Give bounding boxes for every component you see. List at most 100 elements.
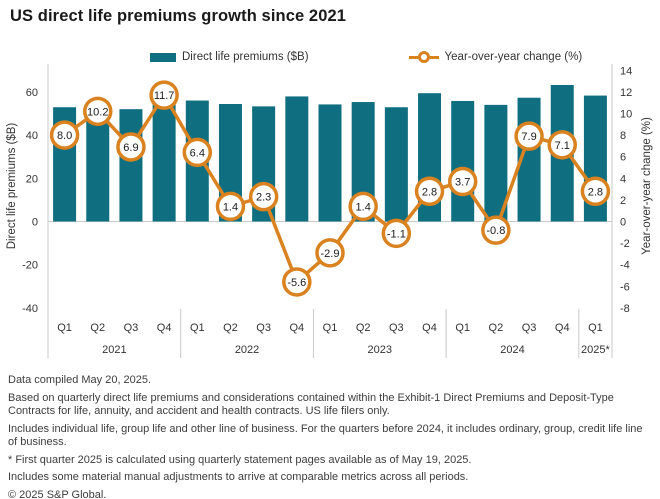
yoy-marker [580, 176, 611, 207]
yoy-marker [315, 238, 345, 268]
chart-legend: Direct life premiums ($B) Year-over-year… [150, 51, 582, 63]
yoy-marker [116, 132, 146, 162]
yoy-data-point: -5.6 [282, 267, 312, 297]
yoy-data-label: 11.7 [154, 90, 175, 102]
yoy-data-label: -0.8 [486, 225, 505, 237]
legend-line-label: Year-over-year change (%) [444, 51, 583, 63]
yoy-data-point: 2.8 [414, 176, 445, 207]
yoy-data-label: 6.4 [190, 147, 205, 159]
left-axis-tick-label: -20 [22, 260, 38, 272]
premium-bar [484, 104, 508, 222]
premium-bar [318, 104, 342, 222]
right-axis-tick-label: 4 [620, 173, 626, 185]
yoy-marker [381, 218, 412, 249]
yoy-marker [248, 181, 279, 212]
yoy-data-label: 2.3 [256, 192, 271, 204]
footnote-line: Includes some material manual adjustment… [8, 471, 469, 483]
yoy-data-label: -1.1 [387, 228, 406, 240]
footnote-line: © 2025 S&P Global. [8, 488, 107, 499]
yoy-data-point: 3.7 [447, 166, 478, 197]
right-axis-tick-label: 2 [620, 195, 626, 207]
yoy-marker [348, 191, 378, 222]
yoy-data-label: 2.8 [588, 186, 603, 198]
left-axis-tick-label: 60 [26, 87, 38, 99]
quarter-label: Q4 [555, 322, 570, 334]
right-axis-tick-label: 12 [620, 87, 632, 99]
right-axis-tick-label: -2 [620, 238, 630, 250]
left-axis-title: Direct life premiums ($B) [6, 123, 18, 250]
quarter-label: Q2 [90, 322, 105, 334]
yoy-data-label: 3.7 [455, 177, 470, 189]
yoy-marker [83, 96, 113, 127]
right-axis-tick-label: -4 [620, 260, 630, 272]
yoy-data-point: -0.8 [481, 215, 511, 245]
yoy-marker [149, 80, 179, 110]
yoy-marker [182, 137, 213, 168]
footnotes: Data compiled May 20, 2025. Based on qua… [8, 374, 654, 499]
year-label: 2021 [102, 344, 126, 356]
yoy-data-label: 10.2 [87, 106, 108, 118]
quarter-label: Q2 [223, 322, 238, 334]
premium-bar [384, 107, 408, 222]
quarter-label: Q2 [489, 322, 504, 334]
legend-bars-label: Direct life premiums ($B) [182, 51, 309, 63]
yoy-data-point: 1.4 [215, 191, 246, 222]
yoy-marker [481, 215, 511, 245]
quarter-label: Q1 [57, 322, 72, 334]
quarter-label: Q1 [588, 322, 603, 334]
left-axis-tick-label: 40 [26, 130, 38, 142]
premium-bar [285, 96, 309, 222]
yoy-marker [414, 176, 445, 207]
footnote-line: * First quarter 2025 is calculated using… [8, 453, 472, 466]
premium-bar [86, 105, 110, 222]
premium-bar [351, 102, 375, 222]
quarter-label: Q4 [157, 322, 172, 334]
yoy-data-point: 10.2 [83, 96, 113, 127]
yoy-data-point: 6.4 [182, 137, 213, 168]
quarter-label: Q1 [323, 322, 338, 334]
legend-item-line: Year-over-year change (%) [408, 51, 583, 63]
yoy-data-point: 8.0 [49, 120, 80, 150]
footnote-line: Based on quarterly direct life premiums … [8, 391, 614, 418]
premium-bar [218, 103, 242, 222]
yoy-marker [547, 130, 577, 160]
premium-bar [119, 109, 143, 222]
yoy-data-point: -2.9 [315, 238, 345, 268]
quarter-label: Q3 [522, 322, 537, 334]
yoy-data-label: 1.4 [223, 201, 238, 213]
yoy-data-label: 6.9 [123, 142, 138, 154]
yoy-data-label: 8.0 [57, 130, 72, 142]
footnote-line: Data compiled May 20, 2025. [8, 374, 152, 386]
yoy-data-label: -2.9 [321, 248, 340, 260]
premium-bar [451, 100, 475, 222]
left-axis-tick-label: 20 [26, 173, 38, 185]
yoy-data-point: 7.1 [547, 130, 577, 160]
quarter-label: Q3 [256, 322, 271, 334]
yoy-marker [447, 166, 478, 197]
left-axis-tick-label: 0 [32, 217, 38, 229]
yoy-data-point: 1.4 [348, 191, 378, 222]
quarter-label: Q1 [190, 322, 205, 334]
right-axis-tick-label: 10 [620, 109, 632, 121]
quarter-label: Q4 [289, 322, 304, 334]
quarter-label: Q4 [422, 322, 437, 334]
line-series-marker-icon [408, 51, 439, 63]
yoy-data-point: 6.9 [116, 132, 146, 162]
yoy-data-label: 7.9 [521, 131, 536, 143]
yoy-data-point: 7.9 [514, 121, 544, 151]
quarter-label: Q2 [356, 322, 371, 334]
right-axis-tick-label: 6 [620, 152, 626, 164]
year-label: 2022 [235, 344, 259, 356]
right-axis-tick-label: -6 [620, 281, 630, 293]
bar-series-swatch-icon [150, 52, 176, 62]
quarter-label: Q3 [389, 322, 404, 334]
yoy-data-point: 2.3 [248, 181, 279, 212]
year-label: 2023 [368, 344, 392, 356]
premium-bar [152, 89, 176, 222]
year-label: 2024 [500, 344, 524, 356]
footnote-line: Includes individual life, group life and… [8, 422, 643, 449]
yoy-marker [49, 120, 80, 150]
yoy-marker [514, 121, 544, 151]
yoy-marker [215, 191, 246, 222]
